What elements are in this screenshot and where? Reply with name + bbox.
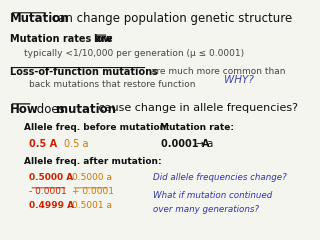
Text: Loss-of-function mutations: Loss-of-function mutations: [10, 67, 158, 77]
Text: 0.5000 A: 0.5000 A: [29, 173, 74, 182]
Text: 0.5 A: 0.5 A: [29, 139, 57, 149]
Text: low: low: [93, 34, 112, 44]
Text: Did allele frequencies change?: Did allele frequencies change?: [153, 173, 287, 182]
Text: back mutations that restore function: back mutations that restore function: [29, 80, 196, 89]
Text: Mutation: Mutation: [10, 12, 69, 25]
Text: → a: → a: [196, 139, 213, 149]
Text: 0.0001 A: 0.0001 A: [162, 139, 210, 149]
Text: What if mutation continued: What if mutation continued: [153, 191, 272, 200]
Text: does: does: [33, 103, 68, 116]
Text: Allele freq. before mutation:: Allele freq. before mutation:: [24, 123, 169, 132]
Text: Mutation rate:: Mutation rate:: [160, 123, 234, 132]
Text: WHY?: WHY?: [224, 75, 254, 85]
Text: can change population genetic structure: can change population genetic structure: [48, 12, 292, 25]
Text: Allele freq. after mutation:: Allele freq. after mutation:: [24, 157, 161, 166]
Text: over many generations?: over many generations?: [153, 205, 259, 214]
Text: - 0.0001: - 0.0001: [29, 187, 67, 196]
Text: 0.5000 a: 0.5000 a: [72, 173, 112, 182]
Text: Mutation rates are: Mutation rates are: [10, 34, 116, 44]
Text: are much more common than: are much more common than: [148, 67, 285, 76]
Text: How: How: [10, 103, 38, 116]
Text: cause change in allele frequencies?: cause change in allele frequencies?: [95, 103, 299, 113]
Text: 0.4999 A: 0.4999 A: [29, 201, 74, 210]
Text: 0.5 a: 0.5 a: [64, 139, 89, 149]
Text: mutation: mutation: [56, 103, 116, 116]
Text: typically <1/10,000 per generation (μ ≤ 0.0001): typically <1/10,000 per generation (μ ≤ …: [24, 49, 244, 58]
Text: + 0.0001: + 0.0001: [72, 187, 114, 196]
Text: 0.5001 a: 0.5001 a: [72, 201, 112, 210]
